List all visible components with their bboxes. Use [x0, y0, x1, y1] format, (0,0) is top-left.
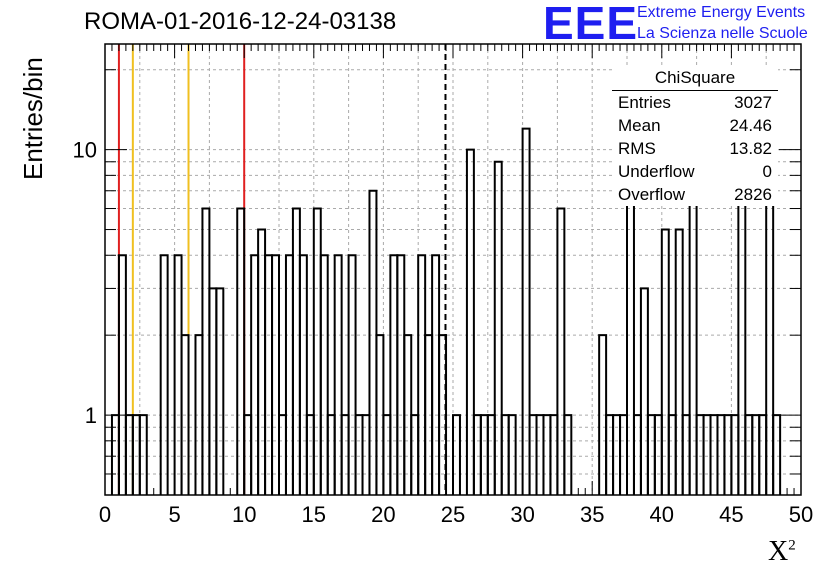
- y-tick-label: 10: [73, 138, 97, 163]
- x-tick-label: 35: [580, 502, 604, 527]
- histogram-bar: [438, 334, 448, 495]
- histogram-bar: [236, 207, 246, 495]
- stats-label: Overflow: [618, 185, 686, 204]
- histogram-bar: [180, 334, 190, 495]
- histogram-bar: [626, 189, 635, 495]
- stats-row-entries: Entries 3027: [612, 91, 778, 114]
- x-tick-label: 30: [510, 502, 534, 527]
- stats-row-mean: Mean 24.46: [612, 114, 778, 137]
- eee-logo: EEE: [543, 0, 639, 49]
- stats-value: 3027: [734, 93, 772, 112]
- histogram-bar: [493, 160, 503, 495]
- y-tick-label: 1: [85, 403, 97, 428]
- histogram-bar: [312, 207, 322, 495]
- x-tick-label: 0: [99, 502, 111, 527]
- histogram-bar: [319, 254, 329, 495]
- stats-box: ChiSquare Entries 3027 Mean 24.46 RMS 13.82…: [612, 68, 778, 206]
- histogram-bar: [417, 254, 427, 495]
- x-tick-label: 5: [168, 502, 180, 527]
- x-tick-label: 10: [232, 502, 256, 527]
- stats-label: Underflow: [618, 162, 695, 181]
- stats-value: 0: [762, 162, 772, 181]
- x-tick-label: 25: [441, 502, 465, 527]
- histogram-bar: [368, 189, 378, 495]
- histogram-bar: [271, 254, 280, 495]
- histogram-bar: [173, 254, 183, 495]
- histogram-bar: [298, 254, 308, 495]
- histogram-bar: [765, 189, 775, 495]
- histogram-bar: [556, 207, 566, 495]
- histogram-bar: [396, 254, 406, 495]
- histogram-bar: [347, 254, 357, 495]
- histogram-bar: [284, 254, 294, 495]
- x-tick-label: 15: [302, 502, 326, 527]
- stats-label: Entries: [618, 93, 671, 112]
- histogram-bar: [563, 414, 573, 495]
- stats-row-overflow: Overflow 2826: [612, 183, 778, 206]
- stats-value: 13.82: [729, 139, 772, 158]
- histogram-bar: [138, 414, 148, 495]
- stats-row-rms: RMS 13.82: [612, 137, 778, 160]
- histogram-bar: [215, 287, 225, 495]
- y-axis-label: Entries/bin: [18, 57, 48, 180]
- stats-value: 2826: [734, 185, 772, 204]
- x-tick-label: 45: [719, 502, 743, 527]
- x-tick-label: 20: [371, 502, 395, 527]
- histogram-bar: [208, 287, 218, 495]
- histogram-bar: [264, 254, 274, 495]
- histogram-bar: [660, 228, 670, 495]
- histogram-bar: [333, 254, 343, 495]
- stats-row-underflow: Underflow 0: [612, 160, 778, 183]
- x-tick-label: 50: [789, 502, 813, 527]
- histogram-bar: [737, 160, 747, 495]
- histogram-bar: [521, 127, 531, 495]
- x-tick-label: 40: [650, 502, 674, 527]
- stats-name: ChiSquare: [612, 68, 778, 91]
- histogram-bar: [250, 254, 260, 495]
- histogram-bar: [507, 414, 517, 495]
- stats-label: Mean: [618, 116, 661, 135]
- histogram-bar: [772, 414, 782, 495]
- histogram-bar: [159, 254, 169, 495]
- histogram-bar: [674, 228, 684, 495]
- x-axis-label: X2: [768, 536, 796, 567]
- histogram-bar: [117, 254, 127, 495]
- histogram-bar: [389, 254, 399, 495]
- stats-label: RMS: [618, 139, 656, 158]
- histogram-bar: [431, 254, 441, 495]
- histogram-bar: [201, 207, 211, 495]
- histogram-bar: [257, 228, 267, 495]
- histogram-bar: [291, 207, 301, 495]
- logo-line-1: Extreme Energy Events: [637, 4, 806, 21]
- logo-line-2: La Scienza nelle Scuole: [637, 25, 808, 42]
- chart-title: ROMA-01-2016-12-24-03138: [84, 8, 397, 35]
- stats-value: 24.46: [729, 116, 772, 135]
- histogram-bar: [465, 148, 475, 495]
- histogram-bar: [639, 287, 649, 495]
- histogram-bar: [452, 414, 461, 495]
